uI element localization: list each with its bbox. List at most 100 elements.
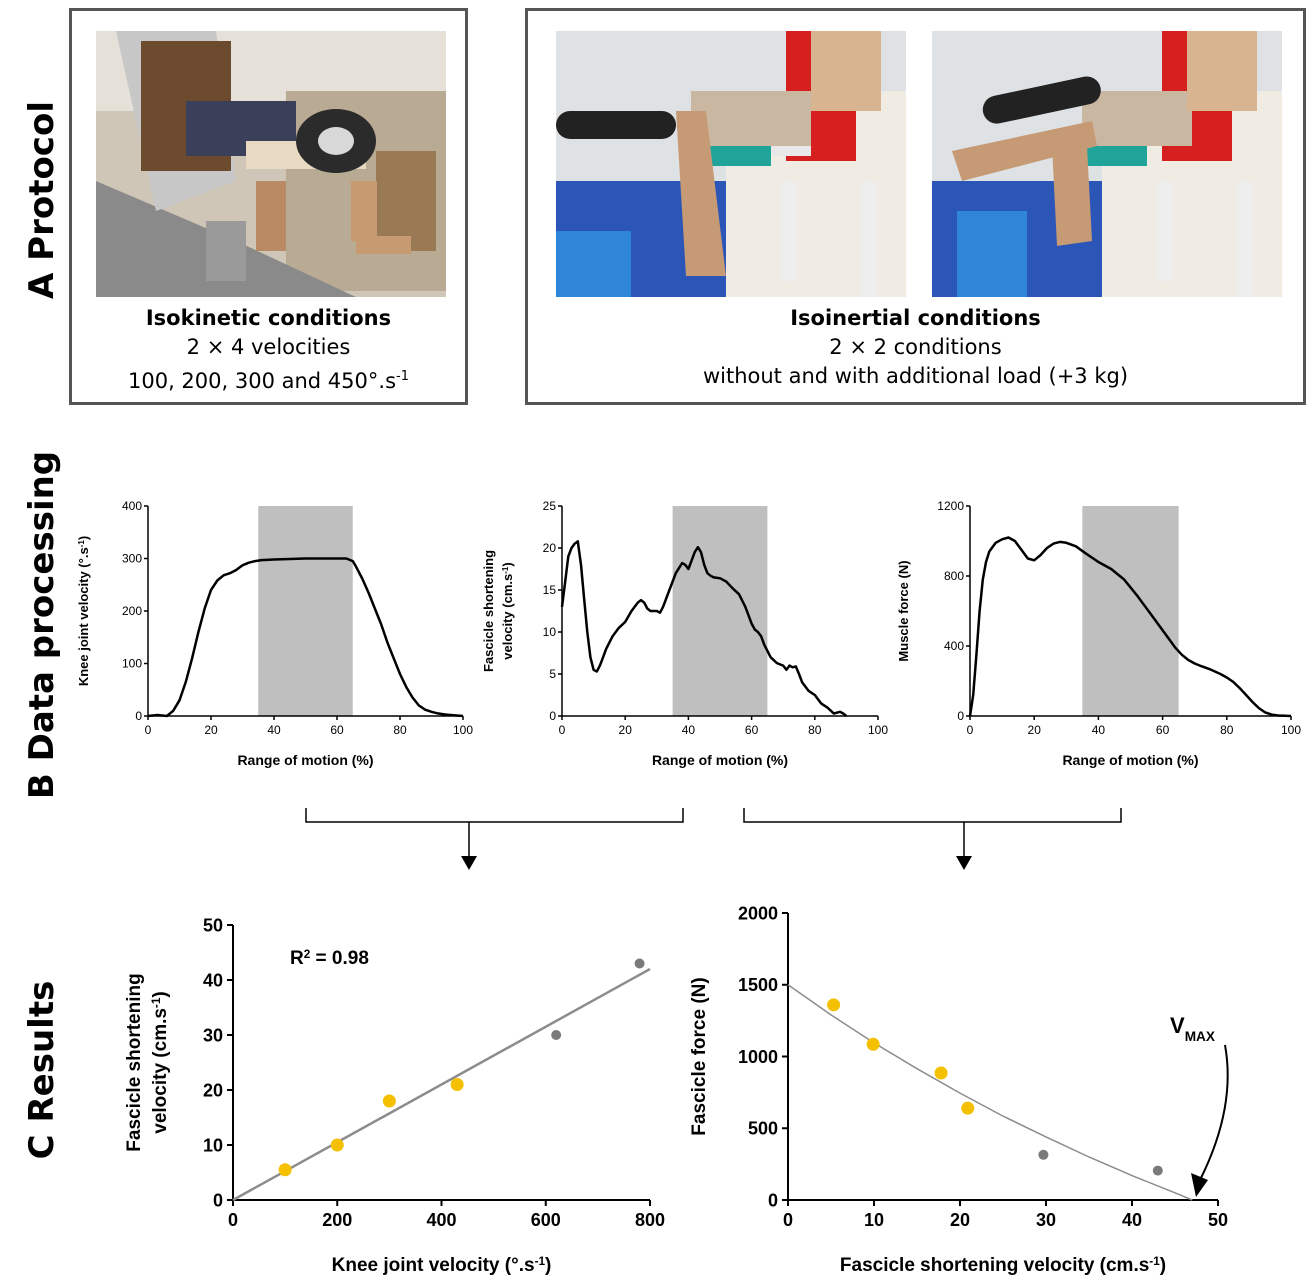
fascicle-y-tick-label: 15 <box>543 583 557 597</box>
relation-gray-point <box>551 1030 562 1040</box>
fascicle-y-tick-label: 20 <box>543 541 557 555</box>
force-x-tick-label: 0 <box>967 723 974 737</box>
knee-x-tick-label: 80 <box>393 723 407 737</box>
isokinetic-title: Isokinetic conditions <box>145 306 392 330</box>
relation-x-tick-label: 600 <box>531 1210 561 1230</box>
fascicle-series-line <box>560 540 848 717</box>
force-x-tick-label: 20 <box>1028 723 1042 737</box>
fv-x-tick-label: 0 <box>783 1210 793 1230</box>
isoinertial-photo-loaded <box>932 31 1282 297</box>
isoinertial-line2: without and with additional load (+3 kg) <box>702 364 1129 388</box>
vmax-arrow-line <box>1199 1044 1229 1181</box>
fascicle-x-tick-label: 0 <box>559 723 566 737</box>
fv-fit-line <box>787 984 1193 1201</box>
knee-x-tick-label: 0 <box>145 723 152 737</box>
relation-x-axis-label-part: Knee joint velocity (°.s <box>332 1255 535 1276</box>
force-shaded-region <box>1082 506 1179 716</box>
relation-y-tick-label: 10 <box>203 1135 223 1155</box>
fv-gray-point <box>1152 1165 1163 1176</box>
isokinetic-line2-text: 100, 200, 300 and 450°.s <box>128 369 397 393</box>
fascicle-x-axis-label: Range of motion (%) <box>652 752 788 768</box>
isokinetic-dynamometer-photo <box>96 31 446 297</box>
knee-y-axis-label-part: ) <box>76 536 91 540</box>
force-x-tick-label: 40 <box>1092 723 1106 737</box>
isokinetic-line2-sup: -1 <box>396 369 409 384</box>
fascicle-y-axis-label-part: velocity (cm.s <box>500 574 515 660</box>
knee-y-tick-label: 200 <box>122 604 142 618</box>
force-y-tick-label: 0 <box>957 709 964 723</box>
fv-y-tick-label: 2000 <box>738 903 778 923</box>
fv-y-tick-label: 1000 <box>738 1047 778 1067</box>
isoinertial-caption: Isoinertial conditions 2 × 2 conditions … <box>528 304 1303 391</box>
relation-x-tick-label: 200 <box>322 1210 352 1230</box>
isokinetic-line2: 100, 200, 300 and 450°.s-1 <box>72 362 465 396</box>
isokinetic-panel: Isokinetic conditions 2 × 4 velocities 1… <box>69 8 468 405</box>
r-squared-annotation-part: 2 <box>304 948 311 961</box>
knee-x-tick-label: 100 <box>453 723 473 737</box>
relation-x-tick-label: 800 <box>635 1210 665 1230</box>
force-x-tick-label: 80 <box>1220 723 1234 737</box>
fv-x-axis-label: Fascicle shortening velocity (cm.s-1) <box>840 1255 1166 1277</box>
fv-x-tick-label: 10 <box>864 1210 884 1230</box>
fv-yellow-point <box>961 1101 975 1115</box>
force-y-tick-label: 800 <box>944 569 964 583</box>
fascicle-x-tick-label: 60 <box>745 723 759 737</box>
fv-x-axis-label-part: -1 <box>1149 1255 1160 1268</box>
knee-x-axis-label: Range of motion (%) <box>237 752 373 768</box>
relation-x-tick-label: 400 <box>426 1210 456 1230</box>
relation-x-axis-label: Knee joint velocity (°.s-1) <box>332 1255 552 1277</box>
force-series-line <box>968 536 1292 718</box>
relation-x-axis-label-part: -1 <box>535 1255 546 1268</box>
relation-y-axis-label-part: -1 <box>150 997 163 1008</box>
isoinertial-line1: 2 × 2 conditions <box>829 335 1002 359</box>
r-squared-annotation: R2 = 0.98 <box>290 948 369 970</box>
fv-x-tick-label: 40 <box>1122 1210 1142 1230</box>
force-y-tick-label: 400 <box>944 639 964 653</box>
force-y-axis-label: Muscle force (N) <box>896 560 911 661</box>
fascicle-y-tick-label: 25 <box>543 499 557 513</box>
fv-x-tick-label: 20 <box>950 1210 970 1230</box>
knee-y-axis-label-part: Knee joint velocity (°.s <box>76 547 91 686</box>
connector-left <box>305 808 684 858</box>
fascicle-y-axis-label: velocity (cm.s-1) <box>500 562 515 660</box>
relation-y-axis-label-line1: Fascicle shortening <box>124 973 145 1151</box>
force-x-axis-label: Range of motion (%) <box>1062 752 1198 768</box>
knee-x-tick-label: 60 <box>330 723 344 737</box>
relation-yellow-point <box>330 1138 344 1152</box>
fascicle-y-axis-label-part: ) <box>500 562 515 566</box>
fascicle-y-axis-label-line1: Fascicle shortening <box>481 550 496 672</box>
fascicle-y-tick-label: 0 <box>549 709 556 723</box>
fascicle-shaded-region <box>672 506 768 716</box>
knee-y-tick-label: 300 <box>122 552 142 566</box>
knee-y-axis-label-part: -1 <box>77 540 86 548</box>
relation-yellow-point <box>450 1078 464 1091</box>
isokinetic-caption: Isokinetic conditions 2 × 4 velocities 1… <box>72 304 465 396</box>
relation-y-axis-label-part: ) <box>150 991 171 997</box>
vmax-arrow-head-icon <box>1191 1173 1208 1197</box>
relation-fit-line <box>232 967 651 1202</box>
knee-y-axis-label: Knee joint velocity (°.s-1) <box>76 536 91 686</box>
fascicle-x-tick-label: 100 <box>868 723 888 737</box>
arrow-down-right-icon <box>956 856 972 870</box>
fv-gray-point <box>1038 1149 1049 1160</box>
fv-y-tick-label: 500 <box>748 1119 778 1139</box>
knee-y-tick-label: 100 <box>122 657 142 671</box>
isokinetic-line1: 2 × 4 velocities <box>186 335 351 359</box>
force-x-tick-label: 60 <box>1156 723 1170 737</box>
arrow-down-left-icon <box>461 856 477 870</box>
r-squared-annotation-part: = 0.98 <box>310 948 369 969</box>
fascicle-x-tick-label: 40 <box>682 723 696 737</box>
fv-x-axis-label-part: Fascicle shortening velocity (cm.s <box>840 1255 1149 1276</box>
fv-yellow-point <box>866 1037 880 1051</box>
fv-x-tick-label: 50 <box>1208 1210 1228 1230</box>
fv-y-tick-label: 0 <box>768 1190 778 1210</box>
knee-x-tick-label: 20 <box>204 723 218 737</box>
relation-y-tick-label: 40 <box>203 970 223 990</box>
muscle-force-chart: 0 20 40 60 80 100 0 400 800 1200 Range of motion (… <box>896 499 1301 768</box>
isoinertial-panel: Isoinertial conditions 2 × 2 conditions … <box>525 8 1306 405</box>
relation-y-tick-label: 50 <box>203 915 223 935</box>
fv-y-tick-label: 1500 <box>738 975 778 995</box>
fascicle-velocity-chart: 0 20 40 60 80 100 0 5 10 15 20 25 Range of motion (%… <box>481 499 888 768</box>
relation-x-axis-label-part: ) <box>545 1255 551 1276</box>
